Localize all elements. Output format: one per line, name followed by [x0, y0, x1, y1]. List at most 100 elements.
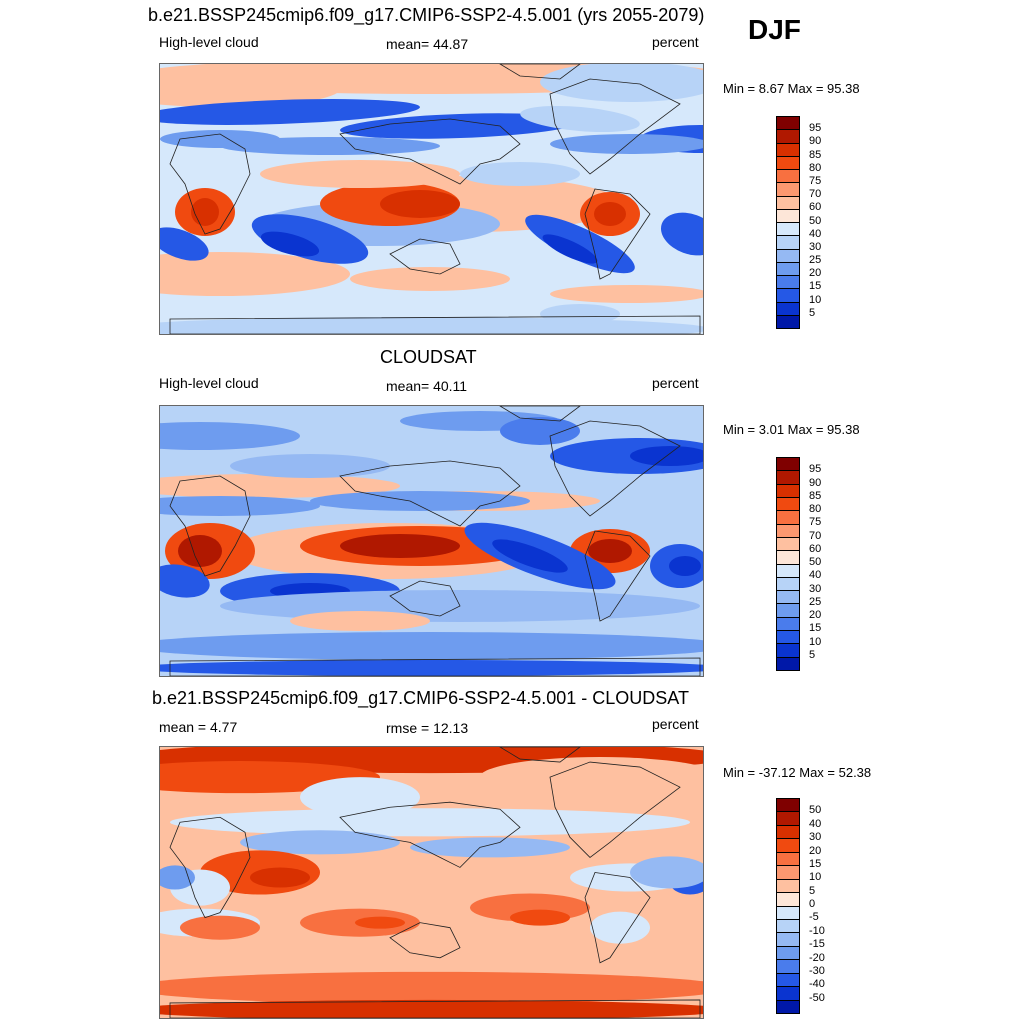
contour-field: [160, 64, 703, 334]
contour-region: [480, 757, 703, 798]
contour-region: [160, 496, 320, 516]
colorbar-tick-label: 50: [809, 556, 822, 568]
contour-region: [160, 971, 703, 1004]
contour-region: [160, 252, 350, 296]
contour-region: [160, 564, 210, 598]
contour-region: [170, 808, 690, 837]
panel-1-map: [159, 63, 704, 335]
colorbar-box: [777, 812, 799, 826]
colorbar-box: [777, 524, 799, 538]
colorbar-tick-label: 10: [809, 293, 822, 306]
contour-region: [160, 632, 703, 660]
panel-2-minmax: Min = 3.01 Max = 95.38: [723, 422, 860, 437]
colorbar-tick-label: 15: [809, 857, 822, 870]
colorbar-tick-label: 20: [809, 267, 822, 280]
colorbar-tick-label: -20: [809, 951, 825, 964]
colorbar-box: [777, 577, 799, 592]
colorbar-box: [777, 223, 799, 237]
colorbar-tick-label: 40: [809, 227, 822, 240]
contour-region: [160, 422, 300, 450]
contour-region: [594, 202, 626, 226]
colorbar-tick-label: 5: [809, 648, 816, 661]
panel-2-mean: mean= 40.11: [386, 378, 468, 394]
colorbar-box: [777, 156, 799, 170]
colorbar-box: [777, 591, 799, 605]
colorbar-box: [777, 511, 799, 525]
colorbar-box: [777, 604, 799, 618]
colorbar-tick-label: 90: [809, 476, 822, 489]
colorbar-box: [777, 919, 799, 934]
panel-1-field-label: High-level cloud: [159, 34, 259, 50]
contour-region: [160, 227, 209, 261]
colorbar-box: [777, 617, 799, 632]
contour-region: [660, 212, 703, 256]
contour-region: [190, 945, 390, 970]
colorbar-box: [777, 484, 799, 498]
colorbar-tick-label: 10: [809, 635, 822, 648]
contour-region: [630, 856, 703, 889]
colorbar-box: [777, 196, 799, 210]
colorbar-box: [777, 960, 799, 974]
contour-region: [590, 911, 650, 944]
colorbar-tick-label: 25: [809, 254, 822, 267]
contour-region: [240, 830, 400, 855]
colorbar-box: [777, 276, 799, 290]
panel-2-units: percent: [652, 375, 699, 391]
colorbar-tick-label: 25: [809, 595, 822, 608]
colorbar-tick-label: 75: [809, 516, 822, 529]
colorbar-box: [777, 852, 799, 867]
colorbar-tick-label: 20: [809, 844, 822, 857]
panel-1-title: b.e21.BSSP245cmip6.f09_g17.CMIP6-SSP2-4.…: [148, 5, 705, 25]
contour-region: [540, 304, 620, 324]
colorbar-tick-label: 20: [809, 609, 822, 621]
panel-3-minmax: Min = -37.12 Max = 52.38: [723, 765, 872, 780]
panel-1-units: percent: [652, 34, 699, 50]
colorbar-tick-label: -10: [809, 924, 825, 937]
contour-field: [160, 747, 703, 1018]
colorbar-tick-label: -15: [809, 938, 825, 951]
colorbar-tick-label: 60: [809, 542, 822, 555]
colorbar-tick-label: 60: [809, 201, 822, 214]
colorbar-box: [777, 946, 799, 961]
contour-region: [191, 198, 219, 226]
colorbar-box: [777, 458, 799, 472]
contour-region: [251, 214, 369, 264]
panel-2-title: CLOUDSAT: [380, 347, 477, 367]
colorbar-box: [777, 249, 799, 263]
colorbar-tick-label: 85: [809, 148, 822, 161]
colorbar-tick-label: 80: [809, 503, 822, 515]
colorbar-box: [777, 631, 799, 645]
colorbar-box: [777, 471, 799, 485]
colorbar-box: [777, 906, 799, 920]
colorbar-box: [777, 799, 799, 813]
contour-region: [180, 915, 260, 940]
contour-region: [355, 916, 405, 929]
colorbar-tick-label: 95: [809, 463, 822, 476]
colorbar-tick-label: -50: [809, 991, 825, 1004]
colorbar-box: [777, 315, 799, 328]
colorbar-tick-label: 85: [809, 489, 822, 502]
contour-region: [178, 535, 222, 567]
colorbar-box: [777, 130, 799, 144]
colorbar-tick-label: 40: [809, 569, 822, 582]
colorbar-tick-label: 90: [809, 135, 822, 148]
colorbar-tick-label: 75: [809, 174, 822, 187]
contour-region: [520, 105, 640, 133]
colorbar-box: [777, 1000, 799, 1013]
coastline: [169, 747, 701, 1018]
contour-region: [550, 285, 703, 303]
panel-1-colorbar: [776, 116, 800, 329]
colorbar-tick-label: 40: [809, 817, 822, 830]
contour-region: [540, 64, 703, 102]
contour-region: [340, 534, 460, 558]
contour-region: [230, 454, 390, 478]
colorbar-tick-label: 80: [809, 161, 822, 174]
contour-region: [250, 867, 310, 888]
colorbar-box: [777, 143, 799, 157]
colorbar-tick-label: -30: [809, 964, 825, 977]
colorbar-tick-label: 70: [809, 188, 822, 201]
panel-2-colorbar: [776, 457, 800, 671]
colorbar-tick-label: 70: [809, 529, 822, 542]
colorbar-tick-label: 50: [809, 804, 822, 817]
contour-region: [542, 234, 598, 264]
